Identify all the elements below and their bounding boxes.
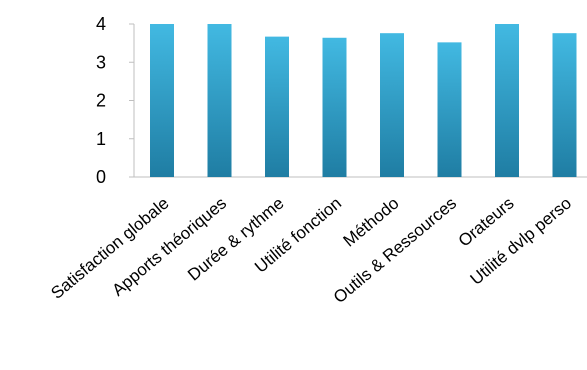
bar bbox=[380, 33, 404, 178]
y-tick-label: 0 bbox=[96, 167, 106, 187]
y-tick-label: 1 bbox=[96, 129, 106, 149]
bar bbox=[437, 42, 462, 177]
x-category-label: Durée & rythme bbox=[184, 194, 287, 285]
bar bbox=[150, 24, 174, 177]
bar bbox=[552, 33, 577, 178]
bar bbox=[265, 36, 289, 178]
chart-bars bbox=[150, 24, 577, 178]
y-tick-label: 4 bbox=[96, 14, 106, 34]
bar bbox=[207, 24, 232, 177]
y-tick-label: 2 bbox=[96, 91, 106, 111]
bar bbox=[495, 24, 519, 177]
x-category-label: Utilité dvlp perso bbox=[467, 194, 575, 289]
y-axis-tick-labels: 0 1 2 3 4 bbox=[96, 14, 106, 187]
y-tick-label: 3 bbox=[96, 52, 106, 72]
bar bbox=[322, 37, 347, 177]
